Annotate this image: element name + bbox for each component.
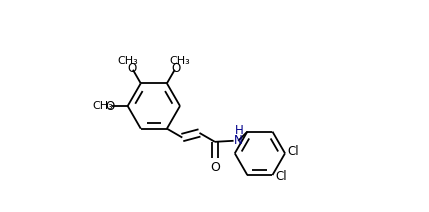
Text: CH₃: CH₃ bbox=[118, 56, 139, 66]
Text: O: O bbox=[210, 161, 220, 174]
Text: H: H bbox=[235, 124, 243, 137]
Text: O: O bbox=[127, 62, 137, 75]
Text: CH₃: CH₃ bbox=[169, 56, 190, 66]
Text: Cl: Cl bbox=[287, 145, 299, 158]
Text: O: O bbox=[106, 99, 115, 113]
Text: Cl: Cl bbox=[275, 170, 287, 183]
Text: N: N bbox=[234, 134, 242, 147]
Text: O: O bbox=[171, 62, 180, 75]
Text: CH₃: CH₃ bbox=[92, 101, 113, 111]
